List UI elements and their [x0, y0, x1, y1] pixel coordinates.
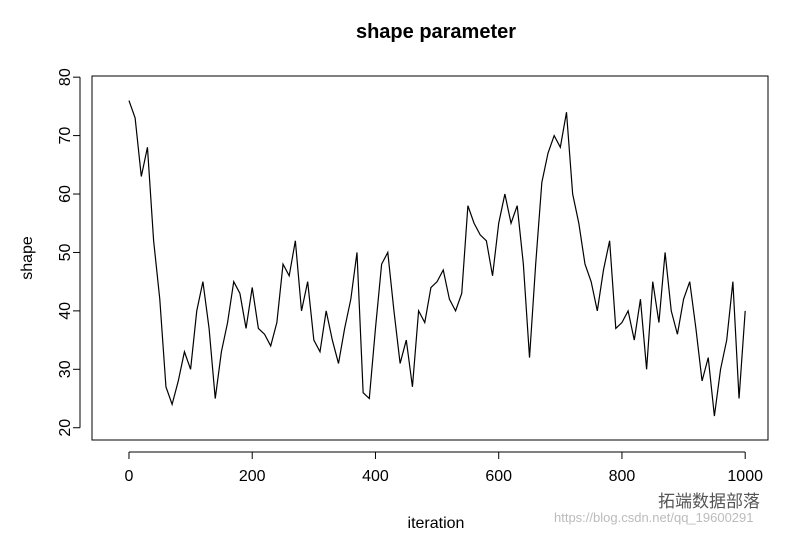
y-axis-label: shape: [19, 236, 36, 280]
x-tick-label: 200: [239, 468, 266, 485]
x-tick-label: 400: [362, 468, 389, 485]
x-tick-label: 800: [609, 468, 636, 485]
series-line: [128, 100, 746, 417]
y-tick-label: 60: [57, 185, 74, 203]
x-axis-label: iteration: [408, 515, 465, 532]
watermark: 拓端数据部落: [658, 492, 760, 511]
watermark-url: https://blog.csdn.net/qq_19600291: [554, 510, 754, 525]
x-tick-label: 600: [485, 468, 512, 485]
x-tick-label: 0: [125, 468, 134, 485]
y-tick-label: 20: [57, 419, 74, 437]
y-tick-label: 50: [57, 243, 74, 261]
y-tick-label: 80: [57, 68, 74, 86]
y-tick-label: 70: [57, 127, 74, 145]
y-tick-label: 40: [57, 302, 74, 320]
x-tick-label: 1000: [727, 468, 763, 485]
plot-box: [91, 75, 769, 441]
y-tick-label: 30: [57, 360, 74, 378]
chart-title: shape parameter: [356, 21, 516, 43]
